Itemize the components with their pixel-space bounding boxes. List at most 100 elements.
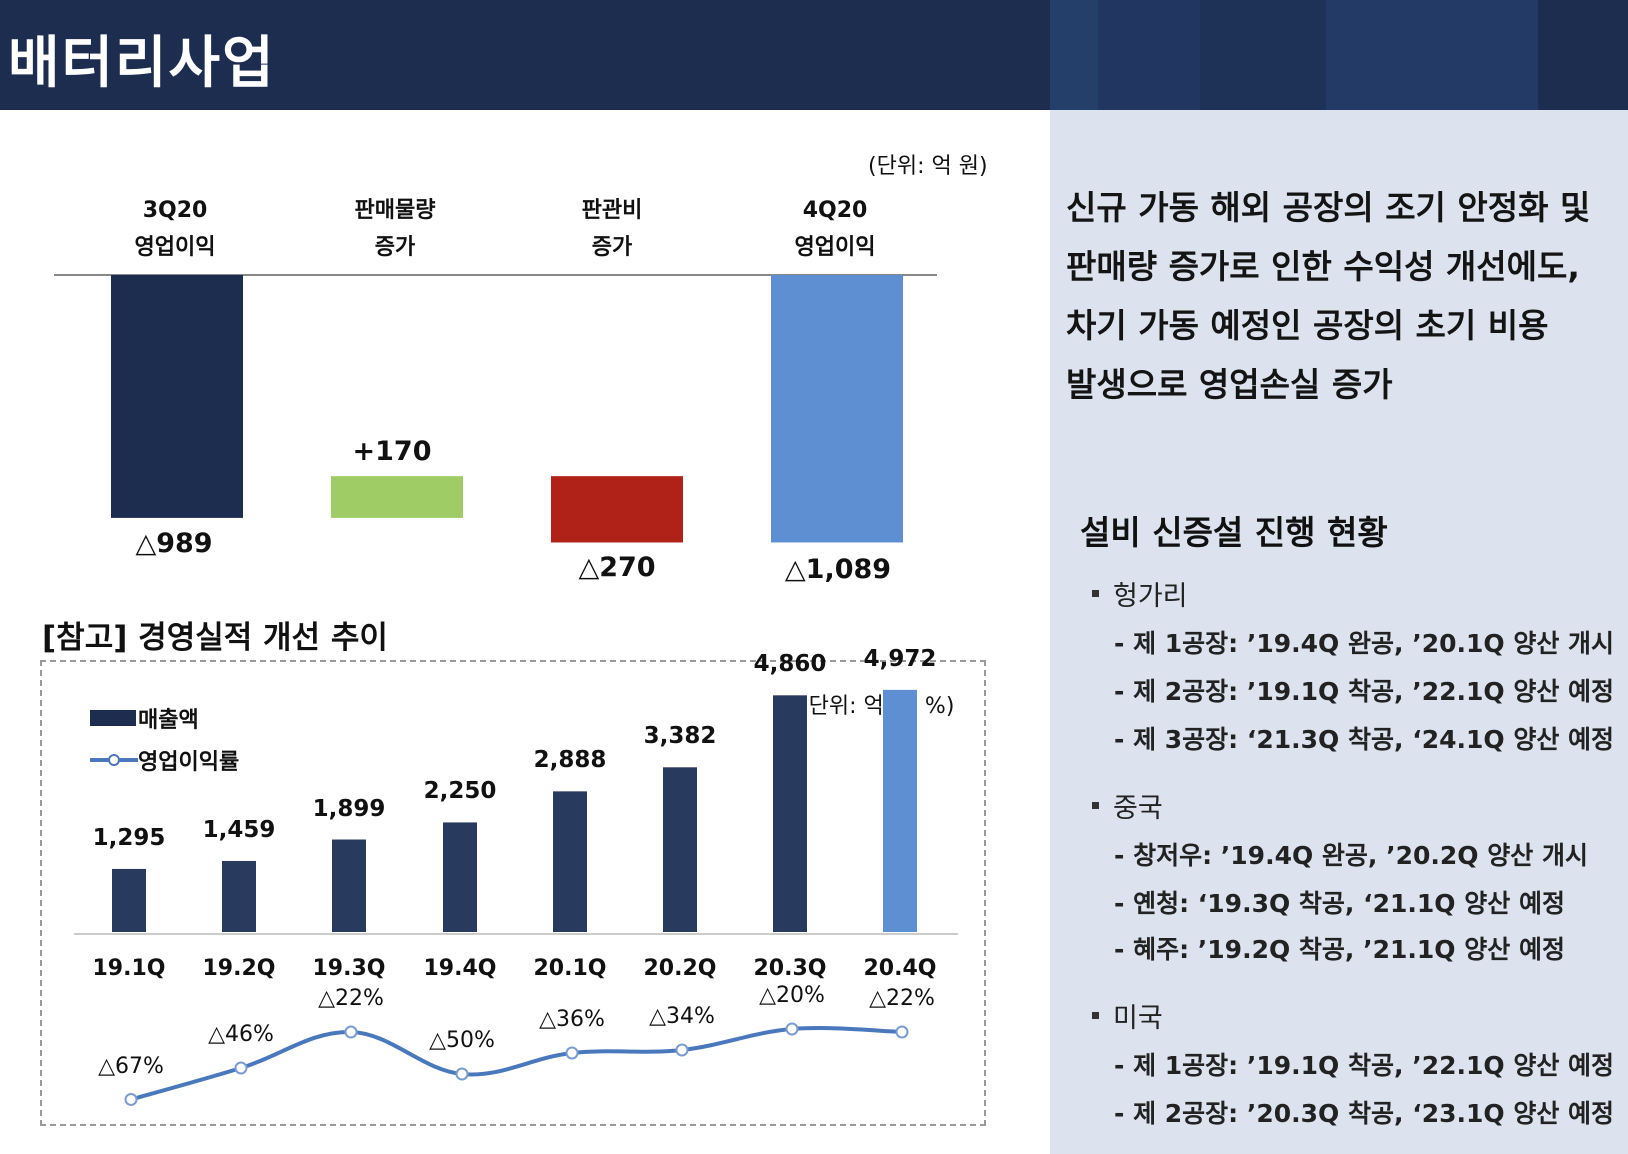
facility-item: - 혜주: ’19.2Q 착공, ’21.1Q 양산 예정 — [1114, 935, 1565, 964]
summary-line: 신규 가동 해외 공장의 조기 안정화 및 — [1066, 188, 1591, 227]
revenue-value-label: 1,899 — [312, 795, 386, 822]
margin-value-label: △34% — [649, 1004, 715, 1029]
margin-value-label: △50% — [429, 1028, 495, 1053]
waterfall-bar — [551, 476, 683, 543]
right-panel — [1050, 110, 1628, 1154]
region-name: 헝가리 — [1113, 581, 1188, 612]
reference-unit: (단위: 억 원, %) — [800, 694, 955, 719]
margin-value-label: △20% — [759, 983, 825, 1008]
category-line: 영업이익 — [794, 235, 876, 260]
legend-bar-swatch — [90, 710, 136, 726]
region-name: 미국 — [1113, 1003, 1163, 1034]
waterfall-value-label: △989 — [135, 528, 213, 559]
facility-item: - 제 3공장: ‘21.3Q 착공, ‘24.1Q 양산 예정 — [1114, 725, 1615, 754]
margin-point — [895, 1025, 909, 1039]
category-line: 증가 — [374, 235, 416, 260]
waterfall-category: 판매물량 증가 — [295, 192, 495, 266]
header-decor-block — [1326, 0, 1538, 110]
quarter-label: 19.2Q — [202, 956, 276, 981]
category-line: 증가 — [591, 235, 633, 260]
header-decor-block — [1200, 0, 1326, 110]
category-line: 4Q20 — [802, 198, 868, 223]
revenue-bar — [663, 767, 697, 932]
revenue-bar — [222, 860, 256, 932]
margin-value-label: △22% — [318, 986, 384, 1011]
margin-point — [675, 1043, 689, 1057]
revenue-value-label: 1,459 — [202, 816, 276, 843]
legend-revenue: 매출액 — [90, 702, 199, 734]
revenue-value-label: 1,295 — [92, 824, 166, 851]
margin-value-label: △46% — [208, 1022, 274, 1047]
quarter-label: 20.4Q — [863, 956, 937, 981]
revenue-bar — [553, 791, 587, 932]
margin-value-label: △22% — [869, 986, 935, 1011]
margin-point — [344, 1025, 358, 1039]
header-decor-block — [1050, 0, 1098, 110]
bullet-square-icon — [1092, 802, 1099, 809]
margin-point — [455, 1067, 469, 1081]
quarter-label: 20.1Q — [533, 956, 607, 981]
legend-label: 영업이익률 — [138, 750, 240, 775]
category-line: 판매물량 — [354, 198, 436, 223]
region-heading: 미국 — [1092, 996, 1163, 1035]
waterfall-bar — [771, 275, 903, 543]
facility-item: - 제 1공장: ’19.1Q 착공, ’22.1Q 양산 예정 — [1114, 1051, 1615, 1080]
revenue-value-label: 3,382 — [643, 723, 717, 750]
waterfall-category: 3Q20 영업이익 — [75, 192, 275, 266]
legend-margin: 영업이익률 — [90, 744, 239, 776]
region-heading: 헝가리 — [1092, 574, 1188, 613]
category-line: 영업이익 — [134, 235, 216, 260]
waterfall-chart — [54, 274, 937, 543]
waterfall-value-label: +170 — [352, 436, 432, 467]
revenue-bar — [112, 868, 146, 932]
summary-text: 신규 가동 해외 공장의 조기 안정화 및 판매량 증가로 인한 수익성 개선에… — [1066, 178, 1626, 414]
revenue-value-label: 4,860 — [753, 651, 827, 678]
category-line: 3Q20 — [142, 198, 208, 223]
header-decor-block — [1098, 0, 1200, 110]
facilities-title: 설비 신증설 진행 현황 — [1080, 513, 1388, 552]
quarter-label: 19.1Q — [92, 956, 166, 981]
waterfall-bar — [111, 275, 243, 518]
revenue-bar — [773, 695, 807, 932]
revenue-bar — [443, 822, 477, 932]
waterfall-unit: (단위: 억 원) — [868, 154, 988, 179]
margin-point — [785, 1022, 799, 1036]
page-title: 배터리사업 — [8, 31, 276, 96]
revenue-bar — [332, 839, 366, 932]
revenue-value-label: 4,972 — [863, 645, 937, 672]
reference-chart — [74, 689, 958, 1106]
region-heading: 중국 — [1092, 786, 1163, 825]
summary-line: 차기 가동 예정인 공장의 초기 비용 — [1066, 306, 1549, 345]
summary-line: 발생으로 영업손실 증가 — [1066, 365, 1393, 404]
facility-item: - 제 2공장: ’19.1Q 착공, ’22.1Q 양산 예정 — [1114, 677, 1615, 706]
margin-point — [234, 1061, 248, 1075]
waterfall-bar — [331, 476, 463, 518]
quarter-label: 19.4Q — [423, 956, 497, 981]
waterfall-value-label: △270 — [578, 552, 656, 583]
legend-label: 매출액 — [138, 708, 199, 733]
revenue-bar — [883, 689, 917, 932]
margin-point — [565, 1046, 579, 1060]
waterfall-category: 4Q20 영업이익 — [735, 192, 935, 266]
facility-item: - 제 1공장: ’19.4Q 완공, ’20.1Q 양산 개시 — [1114, 629, 1615, 658]
margin-line — [130, 1026, 903, 1102]
reference-title: [참고] 경영실적 개선 추이 — [42, 620, 388, 656]
reference-chart-frame — [40, 660, 986, 1126]
facility-item: - 제 2공장: ’20.3Q 착공, ‘23.1Q 양산 예정 — [1114, 1099, 1615, 1128]
bullet-square-icon — [1092, 1012, 1099, 1019]
revenue-value-label: 2,888 — [533, 747, 607, 774]
quarter-label: 20.2Q — [643, 956, 717, 981]
quarter-label: 19.3Q — [312, 956, 386, 981]
facility-item: - 옌청: ‘19.3Q 착공, ‘21.1Q 양산 예정 — [1114, 889, 1565, 918]
header-decor-block — [1538, 0, 1628, 110]
waterfall-category: 판관비 증가 — [512, 192, 712, 266]
category-line: 판관비 — [581, 198, 643, 223]
bullet-square-icon — [1092, 590, 1099, 597]
revenue-value-label: 2,250 — [423, 778, 497, 805]
quarter-label: 20.3Q — [753, 956, 827, 981]
margin-point — [124, 1093, 138, 1106]
summary-line: 판매량 증가로 인한 수익성 개선에도, — [1066, 247, 1580, 286]
waterfall-value-label: △1,089 — [784, 554, 892, 585]
legend-line-swatch — [90, 754, 138, 766]
region-name: 중국 — [1113, 793, 1163, 824]
